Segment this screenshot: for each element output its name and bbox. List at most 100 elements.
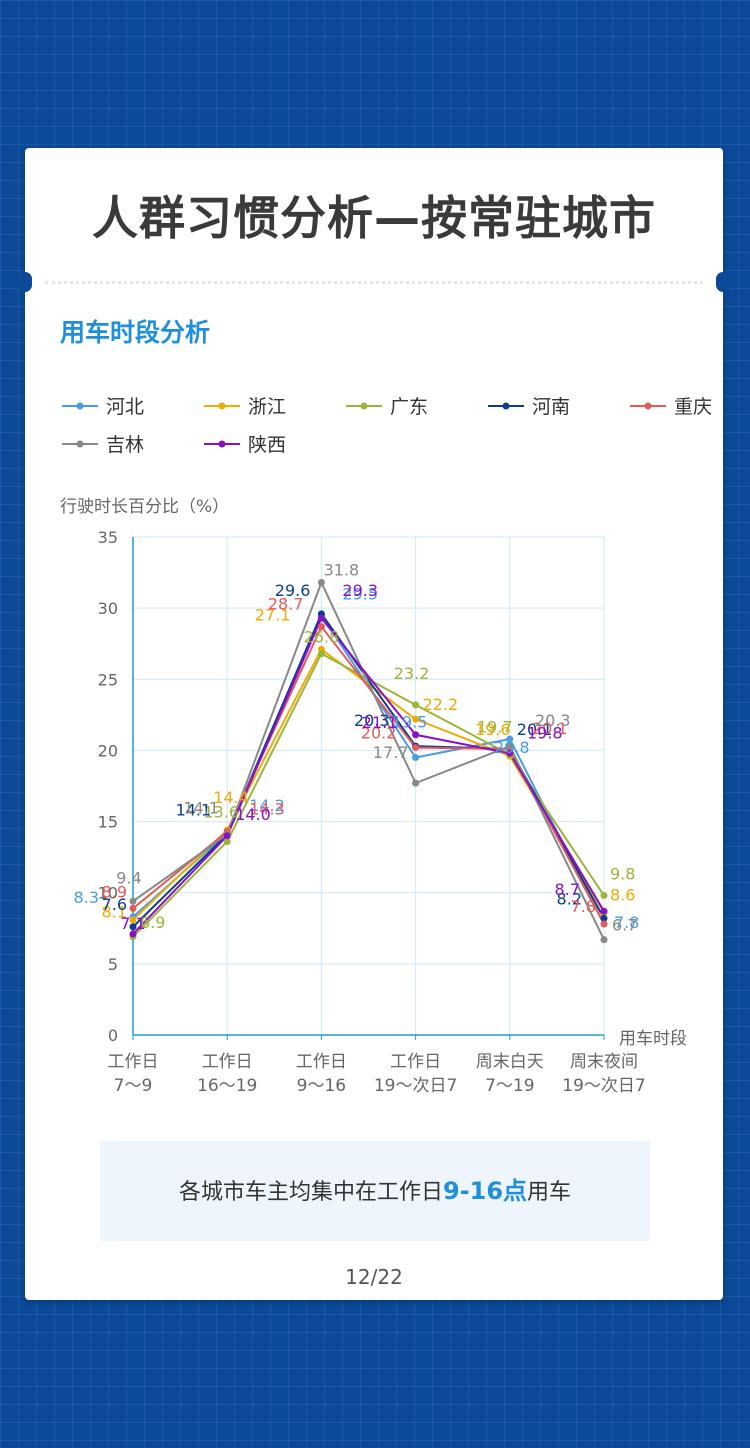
data-label: 7.6 (102, 895, 127, 914)
data-label: 14.4 (213, 788, 249, 807)
line-chart: 行驶时长百分比（%） 0 5 10 15 20 25 30 35 工作日 7～9 工作日 16～19 工作… (60, 396, 712, 1096)
conclusion-highlight: 9-16点 (442, 1177, 528, 1205)
data-label: 8.1 (102, 903, 127, 922)
data-label: 14.1 (183, 798, 219, 817)
data-point (317, 650, 325, 658)
data-label: 8.7 (555, 880, 580, 899)
series-line-河北 (132, 613, 605, 925)
data-label: 6.7 (612, 916, 637, 935)
conclusion-box: 各城市车主均集中在工作日9-16点用车 (100, 1141, 650, 1241)
data-point (129, 897, 137, 905)
legend-marker (76, 440, 84, 448)
y-axis-label: 行驶时长百分比（%） (60, 497, 229, 517)
data-label: 28.7 (268, 595, 304, 614)
data-label: 19.7 (477, 718, 513, 737)
data-point (412, 754, 420, 762)
data-point (600, 907, 608, 915)
data-label: 20.3 (535, 711, 571, 730)
conclusion-text-suffix: 用车 (527, 1180, 572, 1205)
data-point (317, 614, 325, 622)
x-tick-label: 19～次日7 (562, 1076, 645, 1096)
series-line-陕西 (132, 616, 605, 935)
series-line-吉林 (132, 579, 605, 941)
y-tick-label: 15 (98, 813, 118, 832)
data-point (412, 744, 420, 752)
data-point (506, 742, 514, 750)
y-tick-label: 25 (98, 670, 118, 689)
data-label: 17.7 (373, 743, 409, 762)
data-label: 14.2 (249, 796, 285, 815)
data-label: 20.2 (361, 724, 397, 743)
data-label: 29.3 (342, 581, 378, 600)
y-tick-label: 0 (108, 1026, 118, 1045)
legend-label: 重庆 (674, 396, 712, 418)
data-label: 23.2 (394, 664, 430, 683)
page-number: 12/22 (345, 1265, 403, 1289)
legend-marker (218, 402, 226, 410)
legend-marker (76, 402, 84, 410)
data-point (600, 892, 608, 900)
x-tick-label: 周末夜间 (570, 1052, 638, 1072)
page-title: 人群习惯分析—按常驻城市 (92, 191, 656, 245)
data-label: 20.8 (494, 738, 530, 757)
data-label: 7.8 (571, 897, 596, 916)
y-tick-label: 30 (98, 599, 118, 618)
x-tick-label: 工作日 (108, 1052, 159, 1072)
data-label: 6.9 (140, 913, 165, 932)
legend-label: 广东 (390, 396, 428, 418)
x-tick-label: 工作日 (390, 1052, 441, 1072)
data-point (506, 749, 514, 757)
data-label: 21.1 (362, 713, 398, 732)
legend-label: 河北 (106, 396, 144, 418)
x-tick-label: 7～9 (114, 1076, 153, 1096)
data-point (317, 623, 325, 631)
data-label: 9.8 (610, 865, 635, 884)
data-label: 20.1 (532, 719, 568, 738)
data-label: 14.1 (176, 800, 212, 819)
data-label: 8.9 (102, 882, 127, 901)
data-label: 20.1 (517, 720, 553, 739)
series-line-重庆 (132, 624, 605, 925)
y-tick-label: 5 (108, 955, 118, 974)
legend-label: 吉林 (106, 434, 144, 456)
x-tick-label: 7～19 (485, 1076, 534, 1096)
data-label: 9.4 (116, 868, 141, 887)
data-point (600, 920, 608, 928)
dotted-divider (45, 281, 703, 284)
data-label: 13.6 (203, 802, 239, 821)
data-label: 26.8 (304, 628, 340, 647)
x-axis-label: 用车时段 (619, 1029, 687, 1049)
data-label: 8.3 (74, 888, 99, 907)
y-tick-label: 35 (98, 528, 118, 547)
data-label: 20.3 (354, 711, 390, 730)
data-point (317, 579, 325, 587)
data-label: 8.6 (610, 886, 635, 905)
data-label: 7.1 (120, 914, 145, 933)
data-point (129, 916, 137, 924)
data-label: 7.8 (614, 913, 639, 932)
series-line-河南 (132, 611, 605, 928)
y-tick-label: 10 (98, 884, 118, 903)
card-notch-right (716, 272, 730, 292)
card-notch-left (18, 272, 32, 292)
data-point (412, 779, 420, 787)
data-point (223, 832, 231, 840)
data-point (506, 735, 514, 743)
x-tick-label: 16～19 (197, 1076, 257, 1096)
data-label: 22.2 (423, 695, 459, 714)
legend-marker (644, 402, 652, 410)
x-tick-label: 9～16 (297, 1076, 346, 1096)
legend-label: 陕西 (248, 434, 286, 456)
legend-label: 浙江 (248, 396, 286, 418)
legend-marker (218, 440, 226, 448)
data-label: 14.3 (249, 800, 285, 819)
data-label: 19.6 (475, 720, 511, 739)
data-label: 29.5 (342, 584, 378, 603)
x-tick-label: 工作日 (296, 1052, 347, 1072)
data-point (129, 923, 137, 931)
x-tick-label: 工作日 (202, 1052, 253, 1072)
data-point (600, 914, 608, 922)
data-point (223, 837, 231, 845)
data-point (412, 715, 420, 723)
data-point (600, 936, 608, 944)
